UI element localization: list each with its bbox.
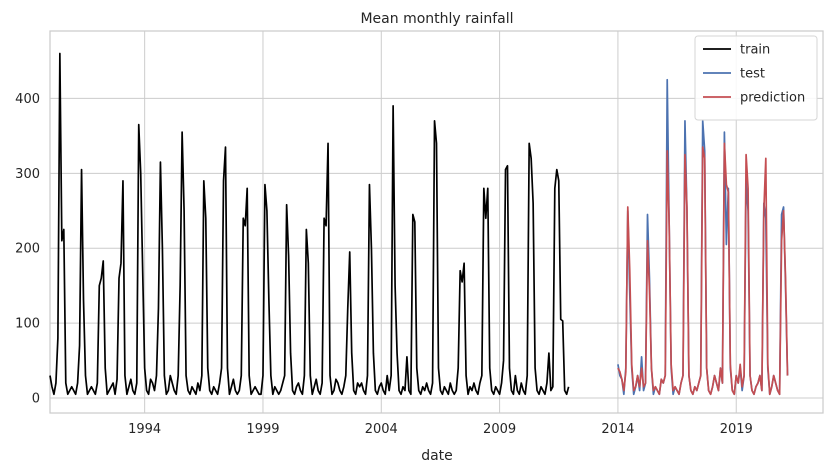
y-tick-label: 300 — [15, 167, 40, 182]
y-tick-label: 200 — [15, 242, 40, 257]
legend-box — [694, 35, 818, 121]
tick-labels: 0 100 200 300 400 1994 1999 2004 2009 2014 2019 — [15, 92, 753, 437]
x-tick-label: 2014 — [601, 422, 634, 437]
x-tick-label: 2019 — [720, 422, 753, 437]
series-line-train — [49, 52, 570, 396]
plot-area — [49, 30, 824, 414]
y-tick-label: 0 — [32, 392, 40, 407]
x-axis-label: date — [421, 448, 453, 464]
x-tick-label: 2004 — [365, 422, 398, 437]
legend-label-test: test — [740, 67, 765, 82]
legend-label-train: train — [740, 43, 770, 58]
chart-title: Mean monthly rainfall — [360, 11, 513, 27]
legend-label-prediction: prediction — [740, 91, 805, 106]
series-line-prediction — [617, 142, 789, 396]
y-tick-label: 400 — [15, 92, 40, 107]
series-layer — [49, 52, 789, 396]
x-tick-label: 1994 — [128, 422, 161, 437]
x-tick-label: 1999 — [246, 422, 279, 437]
x-tick-label: 2009 — [483, 422, 516, 437]
legend: train test prediction — [694, 35, 818, 121]
y-tick-label: 100 — [15, 317, 40, 332]
